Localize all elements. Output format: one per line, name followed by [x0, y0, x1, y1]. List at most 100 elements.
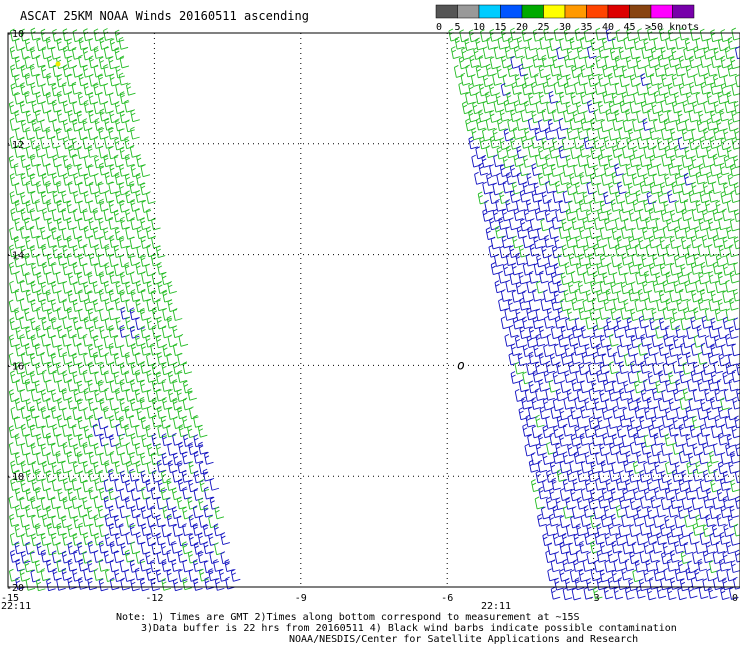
wind-barb [703, 415, 714, 429]
wind-barb [649, 73, 660, 86]
wind-barb [636, 82, 646, 96]
wind-barb [681, 442, 692, 456]
wind-barb [571, 587, 582, 601]
wind-barb [660, 577, 670, 591]
wind-barb [501, 55, 511, 69]
wind-barb [56, 180, 66, 194]
wind-barb [20, 82, 30, 96]
wind-barb [597, 416, 607, 430]
wind-barb [489, 191, 499, 205]
wind-barb [596, 369, 606, 383]
wind-barb [586, 523, 596, 537]
wind-barb [25, 577, 36, 591]
wind-barb [29, 225, 40, 239]
wind-barb [716, 172, 727, 186]
wind-barb [515, 199, 526, 212]
wind-barb [688, 137, 699, 151]
wind-barb [109, 38, 120, 52]
wind-barb [193, 541, 204, 555]
wind-barb [669, 549, 680, 563]
wind-barb [140, 342, 151, 356]
wind-barb [578, 253, 588, 267]
wind-barb [534, 128, 545, 141]
wind-barb [172, 578, 183, 592]
wind-barb [30, 442, 41, 456]
wind-barb [619, 388, 629, 401]
wind-barb [166, 424, 176, 438]
wind-barb [66, 56, 77, 69]
wind-barb [88, 344, 98, 358]
wind-barb [151, 397, 162, 411]
wind-barb [576, 496, 587, 510]
wind-barb [628, 261, 638, 275]
wind-barb [50, 405, 61, 419]
wind-barb [665, 325, 675, 339]
wind-barb [25, 145, 36, 159]
wind-barb [87, 144, 98, 158]
wind-barb [608, 181, 618, 195]
wind-barb [46, 55, 57, 69]
wind-barb [513, 208, 524, 221]
wind-barb [690, 576, 701, 590]
wind-barb [662, 225, 673, 239]
wind-barb [160, 542, 171, 556]
wind-barb [607, 523, 618, 536]
wind-barb [724, 333, 735, 347]
wind-barb [686, 299, 697, 312]
wind-barb [725, 361, 736, 375]
wind-barb [31, 515, 41, 528]
wind-barb [114, 387, 125, 401]
wind-barb [178, 533, 188, 547]
wind-barb [720, 29, 730, 42]
wind-barb [648, 207, 659, 221]
wind-barb [716, 118, 726, 132]
wind-barb [150, 486, 161, 500]
wind-barb [682, 361, 692, 375]
wind-barb [161, 524, 171, 538]
wind-barb [704, 254, 715, 267]
wind-barb [666, 531, 677, 545]
wind-barb [703, 469, 713, 483]
wind-barb [596, 343, 606, 357]
wind-barb [67, 469, 78, 483]
wind-barb [639, 154, 650, 168]
wind-barb [690, 261, 701, 275]
wind-barb [650, 46, 661, 60]
wind-barb [691, 289, 701, 303]
wind-barb [550, 326, 561, 340]
wind-barb [682, 415, 693, 429]
wind-barb [711, 425, 721, 439]
wind-barb [565, 523, 576, 537]
wind-barb [513, 45, 524, 59]
wind-barb [685, 434, 696, 447]
wind-barb [531, 135, 541, 149]
wind-barb [24, 38, 35, 52]
wind-barb [188, 442, 198, 455]
wind-barb [108, 342, 119, 356]
wind-barb [125, 479, 135, 493]
wind-barb [93, 28, 104, 42]
wind-barb [134, 333, 145, 347]
wind-barb [611, 254, 621, 268]
wind-barb [500, 289, 511, 302]
wind-barb [62, 64, 73, 78]
wind-barb [14, 199, 25, 213]
wind-barb [478, 162, 488, 176]
wind-barb [587, 45, 597, 59]
wind-barb [717, 298, 728, 312]
wind-barb [603, 136, 614, 149]
wind-barb [565, 550, 576, 564]
wind-barb [50, 316, 61, 330]
wind-barb [635, 56, 646, 70]
wind-barb [691, 181, 701, 195]
wind-barb [731, 343, 740, 357]
wind-barb [562, 559, 572, 572]
wind-barb [646, 587, 657, 601]
wind-barb [47, 308, 57, 322]
wind-barb [603, 163, 614, 177]
wind-barb [728, 586, 739, 600]
wind-barb [693, 307, 703, 321]
wind-barb [549, 461, 560, 475]
wind-barb [535, 308, 546, 322]
wind-barb [202, 468, 213, 482]
